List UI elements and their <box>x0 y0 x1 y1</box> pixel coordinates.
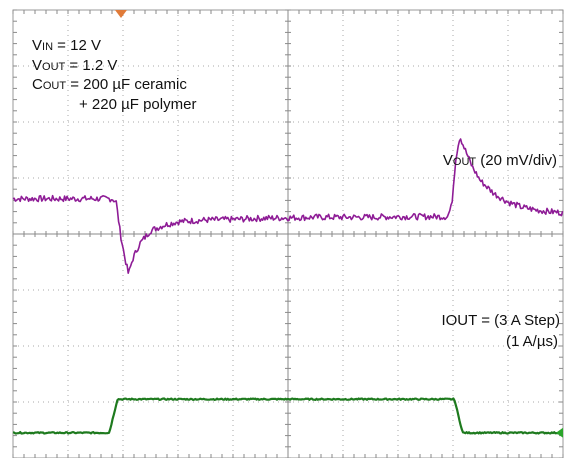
ground-marker-icon <box>556 427 563 438</box>
vin-label: VIN = 12 V <box>32 37 101 54</box>
conditions-annotation: VIN = 12 V VOUT = 1.2 V COUT = 200 µF ce… <box>32 37 196 113</box>
iout-trace <box>12 397 564 435</box>
markers <box>115 10 563 438</box>
vout-trace-label: VOUT (20 mV/div) <box>443 152 557 169</box>
trigger-marker-icon <box>115 10 127 18</box>
iout-label: IOUT = (3 A Step) <box>441 312 560 329</box>
iout-rate-label: (1 A/µs) <box>506 333 558 350</box>
vout-trace <box>12 138 564 275</box>
grid-lines <box>12 9 564 458</box>
traces <box>12 138 564 435</box>
cout-label: COUT = 200 µF ceramic <box>32 76 187 93</box>
cout-label-line2: + 220 µF polymer <box>79 96 196 113</box>
vout-label: VOUT = 1.2 V <box>32 57 117 74</box>
